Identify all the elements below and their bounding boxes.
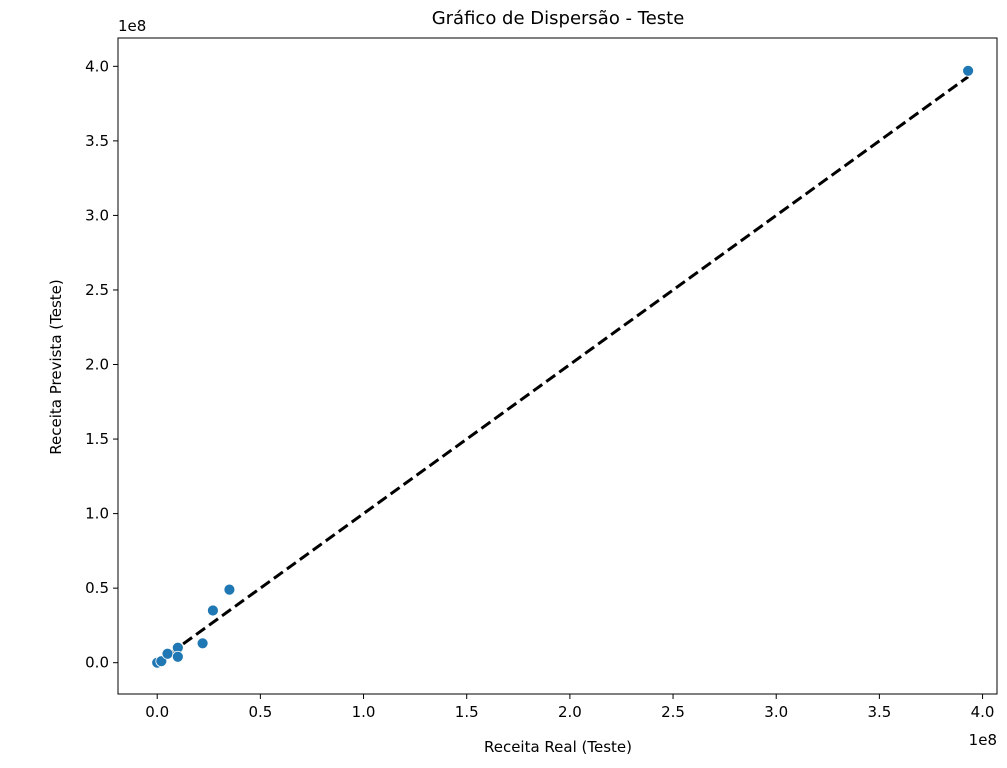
data-point bbox=[171, 650, 184, 663]
x-tick-label: 1.5 bbox=[455, 703, 479, 721]
x-axis-label: Receita Real (Teste) bbox=[484, 738, 632, 756]
y-tick-label: 2.5 bbox=[85, 281, 109, 299]
x-axis-offset-label: 1e8 bbox=[969, 731, 997, 749]
x-axis-ticks: 0.0 0.5 1.0 1.5 2.0 2.5 3.0 3.5 4.0 bbox=[145, 694, 994, 721]
x-tick-label: 2.0 bbox=[558, 703, 582, 721]
data-point bbox=[223, 583, 236, 596]
y-axis-offset-label: 1e8 bbox=[118, 17, 146, 35]
chart-title: Gráfico de Dispersão - Teste bbox=[432, 8, 685, 29]
data-point bbox=[161, 647, 174, 660]
y-tick-label: 1.5 bbox=[85, 430, 109, 448]
x-tick-label: 1.0 bbox=[352, 703, 376, 721]
y-tick-label: 1.0 bbox=[85, 505, 109, 523]
reference-line-group bbox=[156, 75, 969, 664]
x-tick-label: 3.0 bbox=[764, 703, 788, 721]
y-axis-ticks: 0.0 0.5 1.0 1.5 2.0 2.5 3.0 3.5 4.0 bbox=[85, 57, 118, 672]
y-tick-label: 3.5 bbox=[85, 132, 109, 150]
x-tick-label: 0.0 bbox=[145, 703, 169, 721]
x-tick-label: 0.5 bbox=[248, 703, 272, 721]
x-tick-label: 4.0 bbox=[971, 703, 995, 721]
plot-area bbox=[117, 37, 998, 695]
scatter-points bbox=[151, 64, 975, 669]
x-tick-label: 3.5 bbox=[867, 703, 891, 721]
y-tick-label: 0.5 bbox=[85, 579, 109, 597]
y-axis-label: Receita Prevista (Teste) bbox=[47, 279, 65, 454]
data-point bbox=[962, 64, 975, 77]
y-tick-label: 3.0 bbox=[85, 206, 109, 224]
reference-line bbox=[156, 75, 969, 664]
y-tick-label: 2.0 bbox=[85, 356, 109, 374]
x-tick-label: 2.5 bbox=[661, 703, 685, 721]
y-tick-label: 4.0 bbox=[85, 57, 109, 75]
data-point bbox=[207, 604, 219, 617]
y-tick-label: 0.0 bbox=[85, 654, 109, 672]
data-point bbox=[196, 637, 209, 650]
